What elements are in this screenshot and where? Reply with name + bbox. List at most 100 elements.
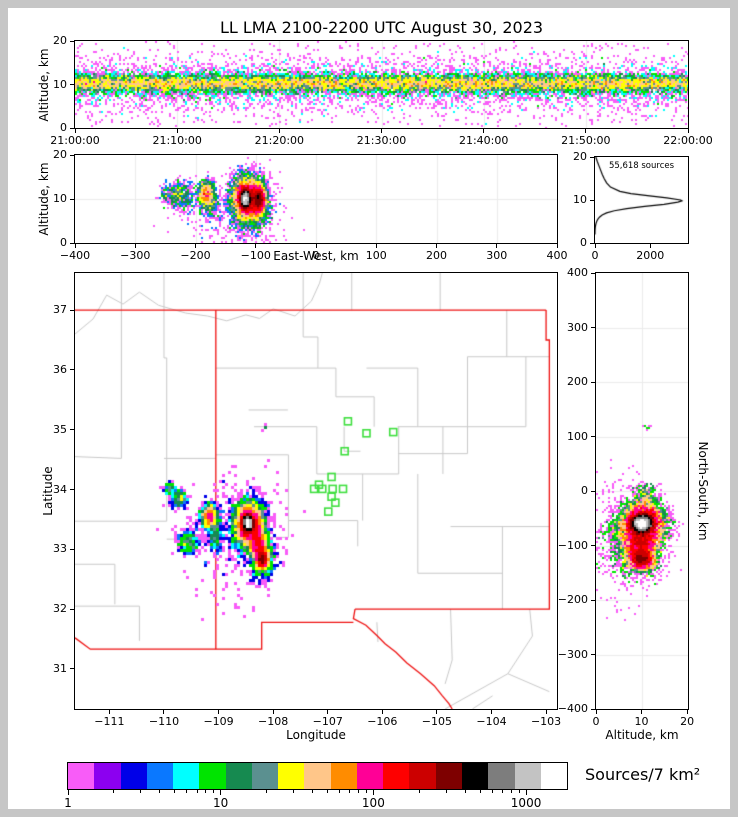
north-south-y-tick-label: −200 [557,593,588,606]
time-height-x-tick-label: 21:40:00 [458,134,509,147]
map-y-tick [70,489,74,490]
colorbar-minor-tick [464,790,466,793]
north-south-x-tick-label: 0 [592,715,600,728]
map-x-tick-label: −104 [476,715,507,728]
east-west-x-tick-label: −100 [240,249,271,262]
map-x-tick [381,710,383,714]
time-height-x-tick-label: 21:30:00 [356,134,407,147]
map-y-tick [70,668,74,670]
map-y-tick [70,309,74,311]
colorbar-major-tick [372,790,374,795]
map-x-tick [490,710,492,714]
histogram-y-tick-label: 20 [573,150,587,163]
time-height-x-tick-label: 21:50:00 [561,134,611,147]
colorbar-minor-tick [293,790,295,793]
time-height-x-tick-label: 21:20:00 [254,134,305,147]
map-x-tick [218,710,220,714]
east-west-y-tick [70,242,74,244]
colorbar-minor-tick [479,790,481,793]
north-south-y-tick-label: 200 [567,375,588,388]
colorbar-segment-peach [304,763,331,789]
north-south-y-tick-label: −300 [557,647,588,661]
map-y-tick-label: 33 [53,542,67,556]
north-south-altitude-panel [595,272,689,710]
east-west-y-tick-label: 20 [53,148,67,161]
east-west-y-tick-label: 10 [53,192,67,205]
east-west-x-tick-label: 400 [546,249,568,262]
north-south-x-tick [641,710,643,714]
colorbar-segment-gray [488,763,515,789]
map-y-tick [70,369,74,371]
histogram-y-tick-label: 10 [573,193,587,206]
time-height-y-tick-label: 20 [53,34,67,47]
map-x-tick-label: −108 [258,715,289,728]
map-y-tick-label: 31 [53,661,67,675]
colorbar-minor-tick [349,790,351,793]
colorbar-segment-cyan [173,763,200,789]
colorbar-minor-tick [174,790,176,793]
chart-title: LL LMA 2100-2200 UTC August 30, 2023 [219,18,544,37]
colorbar-segment-deep-pink [356,763,384,789]
east-west-canvas [75,155,557,243]
colorbar-minor-tick [266,790,268,793]
north-south-y-tick [591,490,595,492]
time-height-x-tick-label: 21:00:00 [50,134,100,147]
time-height-x-tick [585,129,587,133]
north-south-x-tick-label: 10 [634,715,649,728]
north-south-y-tick-label: −100 [557,538,588,552]
colorbar-major-tick [220,790,222,795]
histogram-x-tick [594,244,596,248]
time-height-x-tick-label: 22:00:00 [663,134,713,147]
map-x-tick [545,710,547,714]
map-y-tick-label: 32 [53,602,67,616]
map-x-tick-label: −107 [312,715,343,728]
colorbar-minor-tick [113,790,115,793]
colorbar-minor-tick [159,790,161,793]
map-x-tick-label: −103 [530,715,562,728]
colorbar-minor-tick [339,790,340,793]
north-south-y-tick [591,599,595,601]
north-south-y-tick [591,327,595,328]
histogram-y-tick-label: 0 [580,236,587,249]
east-west-x-tick-label: −400 [59,249,91,262]
map-y-tick-label: 36 [53,362,67,376]
colorbar-segment-black [461,763,489,789]
colorbar-minor-tick [491,790,493,793]
map-x-tick [108,710,110,714]
map-x-tick [327,710,329,714]
north-south-x-tick-label: 20 [680,715,695,728]
map-y-tick-label: 37 [53,303,67,317]
colorbar-minor-tick [510,790,512,793]
time-height-canvas [75,41,688,128]
time-height-x-tick [176,129,178,133]
north-south-y-tick [591,708,595,710]
colorbar-minor-tick [213,790,215,793]
north-south-panel-x-axis-label: Altitude, km [605,728,679,742]
colorbar-segment-white [540,763,568,789]
north-south-y-tick [591,381,595,383]
north-south-x-tick [686,710,688,714]
map-x-tick-label: −111 [94,715,125,728]
colorbar-label: Sources/7 km² [585,765,701,784]
map-x-tick-label: −105 [421,715,453,728]
time-height-x-tick [381,129,382,133]
map-y-tick [70,548,74,550]
east-west-x-tick-label: 0 [312,249,320,262]
map-y-tick [70,429,74,431]
north-south-y-tick-label: 100 [567,429,588,443]
north-south-y-tick [591,545,595,546]
colorbar-segment-magenta [68,763,95,789]
east-west-panel-x-axis-label: East-West, km [273,249,359,263]
north-south-y-tick-label: 0 [581,484,588,497]
colorbar-minor-tick [418,790,420,793]
north-south-y-tick [591,436,595,437]
north-south-y-tick-label: 400 [567,266,588,279]
map-x-tick-label: −109 [203,715,234,728]
altitude-histogram-canvas [595,157,688,243]
colorbar-segment-violet [94,763,121,789]
colorbar-segment-yellow [278,763,305,789]
time-height-panel [74,40,689,129]
east-west-x-tick [556,244,558,248]
colorbar-minor-tick [365,790,367,793]
